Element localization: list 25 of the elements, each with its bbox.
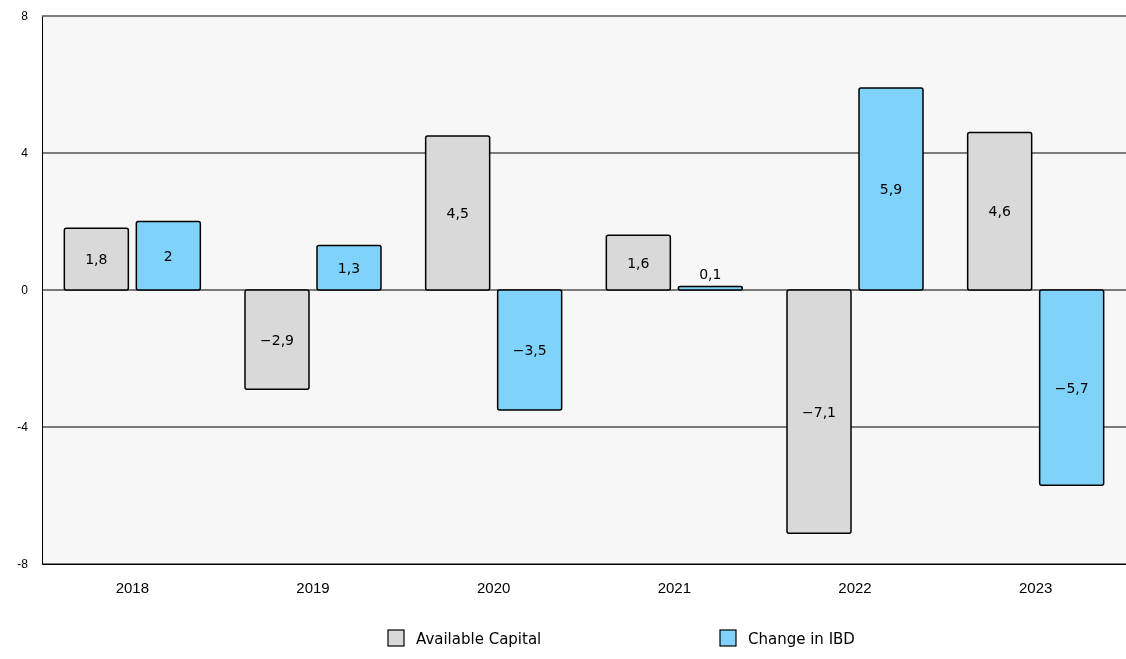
data-label: 0,1 bbox=[699, 265, 722, 282]
y-tick-label: -8 bbox=[17, 557, 29, 572]
legend-label: Change in IBD bbox=[748, 630, 855, 648]
data-label: −7,1 bbox=[802, 403, 836, 420]
data-label: 4,5 bbox=[446, 204, 469, 221]
x-tick-label: 2021 bbox=[657, 578, 692, 596]
x-tick-label: 2020 bbox=[476, 578, 511, 596]
data-label: 4,6 bbox=[988, 203, 1011, 220]
x-tick-label: 2023 bbox=[1018, 578, 1053, 596]
legend-label: Available Capital bbox=[416, 630, 542, 648]
data-label: −3,5 bbox=[512, 341, 547, 358]
data-label: −5,7 bbox=[1054, 379, 1089, 396]
x-tick-label: 2019 bbox=[296, 578, 330, 596]
y-tick-label: 0 bbox=[21, 283, 29, 298]
data-label: 1,3 bbox=[337, 259, 361, 276]
data-label: 1,8 bbox=[85, 251, 108, 268]
data-label: 5,9 bbox=[879, 180, 903, 197]
data-label: 2 bbox=[163, 247, 173, 264]
x-tick-label: 2022 bbox=[838, 578, 872, 596]
x-tick-label: 2018 bbox=[115, 578, 150, 596]
data-label: −2,9 bbox=[260, 331, 294, 348]
data-label: 1,6 bbox=[627, 254, 650, 271]
y-tick-label: -4 bbox=[17, 420, 29, 435]
y-tick-label: 4 bbox=[21, 146, 29, 161]
y-tick-label: 8 bbox=[21, 9, 29, 24]
